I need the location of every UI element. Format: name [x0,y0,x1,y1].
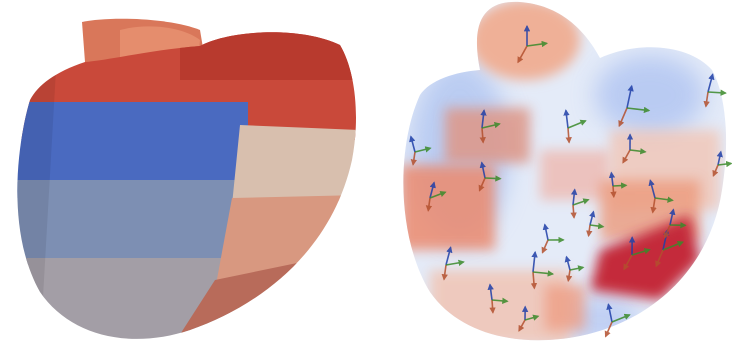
fiber-arrow [489,299,496,314]
fiber-arrow [654,196,674,203]
fiber-arrow [441,264,448,281]
fiber-arrow [410,151,418,166]
fiber-arrow [589,222,605,230]
patch [445,108,530,163]
fiber-arrow [479,161,486,179]
fiber-arrow [707,89,727,96]
shade [17,32,60,339]
band-red-top [180,32,357,80]
fiber-arrow [589,210,596,226]
fiber-arrow [707,73,715,93]
fiber-arrow [586,224,593,238]
right-heart [403,1,732,341]
fiber-arrow [429,190,447,199]
fiber-arrow [622,149,631,164]
fiber-arrow [663,224,671,239]
fiber-arrow [542,223,549,241]
fiber-arrow [650,197,657,214]
patch [403,165,495,250]
fiber-arrow [565,269,573,283]
fiber-arrow [526,40,549,48]
fiber-arrow [623,254,633,271]
fiber-arrow [717,160,732,168]
fiber-arrow [445,259,465,266]
fiber-arrow [570,204,577,219]
atrium [470,1,580,80]
fiber-arrow [610,185,617,199]
fiber-arrow [612,182,628,189]
fiber-arrow [631,248,651,256]
fiber-arrow [409,135,416,153]
fiber-arrow [712,164,719,177]
fiber-arrow [517,45,528,64]
fiber-arrow [481,121,501,129]
fiber-arrow [655,249,664,268]
fiber-arrow [606,303,613,323]
fiber-arrow [572,198,590,206]
fiber-arrow [570,188,578,206]
fiber-arrow [478,177,486,192]
fiber-arrow [716,150,723,166]
fiber-arrow [618,107,628,128]
fiber-arrow [611,313,631,323]
left-ventricle [17,32,357,339]
fiber-arrow [532,270,555,277]
fiber-arrow [565,127,572,144]
fiber-arrow [445,246,453,266]
fiber-arrow [648,179,656,199]
fiber-arrow [629,148,647,155]
fiber-arrow [484,175,502,182]
fiber-arrow [518,319,526,332]
fiber-arrow [524,314,540,321]
band-beige [232,125,357,205]
fiber-arrow [487,283,494,301]
fiber-arrow [569,265,585,272]
fiber-arrow [567,119,587,129]
fiber-arrow [604,321,613,338]
fiber-arrow [530,271,538,290]
fiber-arrow [662,241,684,251]
fiber-arrow [479,127,486,144]
fiber-arrow [491,297,509,305]
fiber-arrow [703,91,710,108]
fiber-arrow [531,250,538,273]
fiber-arrow [564,255,571,271]
fiber-arrow [563,109,570,129]
fiber-arrow [429,181,436,199]
patch [545,285,585,330]
fiber-arrow [541,239,549,254]
band-blue-grey [17,180,240,265]
fiber-arrow [480,109,487,129]
right-ventricle [403,1,727,341]
fiber-arrow [608,171,616,187]
fiber-triads [409,24,732,338]
fiber-arrow [626,106,651,114]
blue-rim [595,55,705,135]
fiber-arrow [414,146,432,153]
fiber-arrow [669,208,676,226]
left-heart [17,18,357,339]
fiber-arrow [425,197,433,212]
patch-red [590,215,700,300]
fiber-arrow [626,84,634,109]
